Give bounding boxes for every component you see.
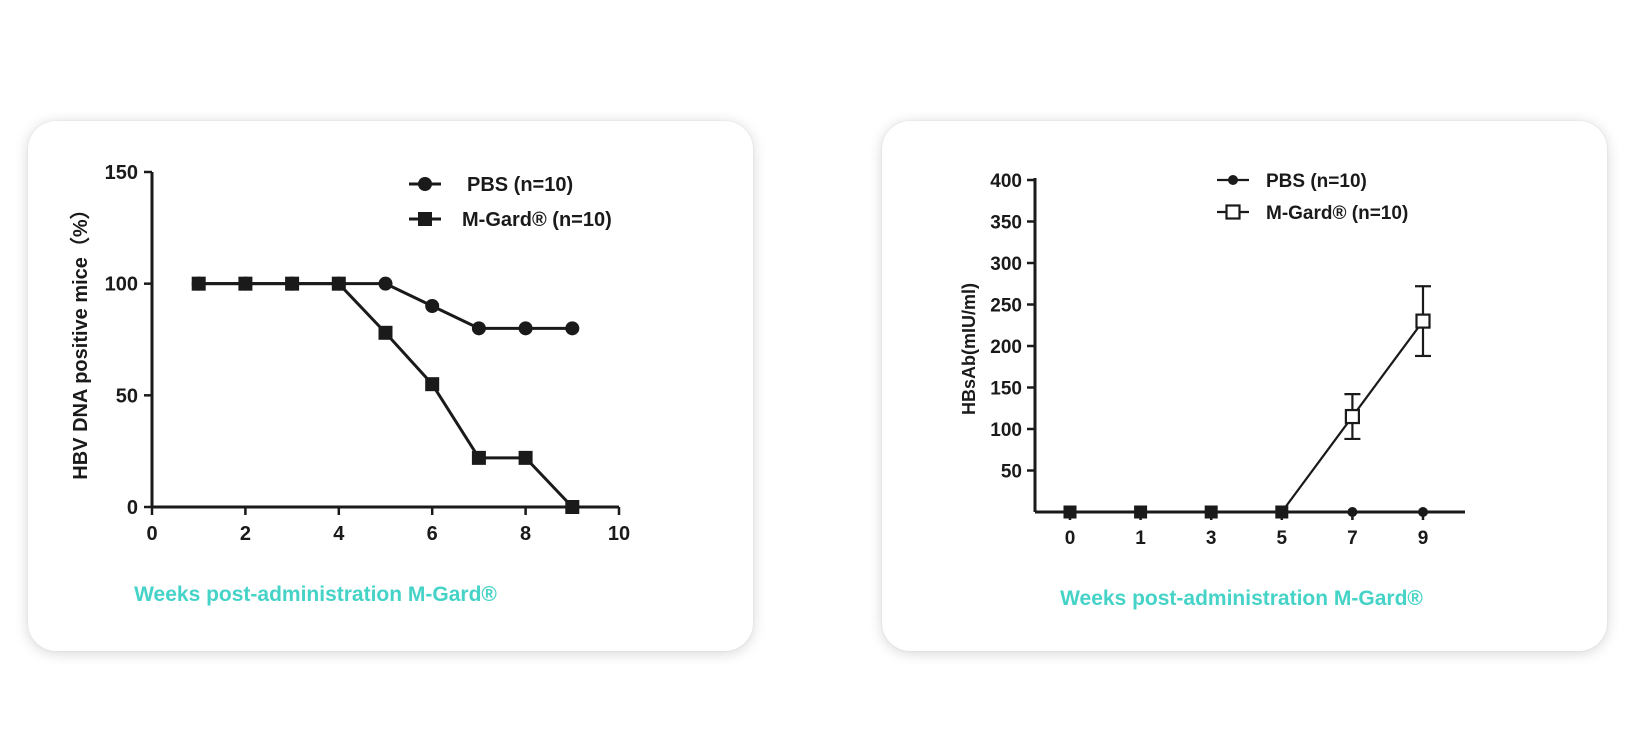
y-tick-label: 50 [1001,462,1022,483]
x-tick-label: 7 [1347,528,1358,549]
y-tick-label: 350 [990,213,1022,234]
y-tick-label: 150 [990,379,1022,400]
y-tick-label: 100 [990,420,1022,441]
data-point-mgard [238,276,253,291]
data-point-pbs [518,321,533,336]
legend-marker-pbs [418,177,432,191]
data-point-overlap [1204,505,1218,519]
y-tick-label: 0 [127,497,138,519]
data-point-mgard [285,276,300,291]
data-point-overlap [1134,505,1148,519]
series-line-mgard [198,282,574,509]
x-axis-title: Weeks post-administration M-Gard® [1060,587,1423,610]
data-point-pbs [1347,507,1358,517]
x-tick-label: 6 [427,523,438,545]
y-axis-title: HBsAb(mIU/ml) [959,283,979,415]
x-tick-label: 0 [146,523,157,545]
data-point-mgard [518,450,533,465]
x-tick-label: 9 [1418,528,1429,549]
data-point-mgard [191,276,206,291]
data-point-mgard [471,450,486,465]
data-point-mgard [331,276,346,291]
y-tick-label: 250 [990,296,1022,317]
chart-card-hbsab: 50 100 150 200 250 300 350 400 0 1 3 5 7 9 HBsAb(mIU/m… [882,121,1607,651]
data-point-overlap [1063,505,1077,519]
y-tick-label: 300 [990,254,1022,275]
data-point-mgard [565,500,580,514]
x-tick-label: 2 [240,523,251,545]
y-axis-title: HBV DNA positive mice（%） [69,199,92,479]
data-point-pbs [471,321,486,336]
x-tick-label: 3 [1206,528,1217,549]
x-tick-label: 5 [1277,528,1288,549]
data-point-overlap [1275,505,1289,519]
y-tick-label: 50 [116,385,138,407]
legend-marker-pbs [1228,175,1238,185]
legend-marker-mgard [1225,204,1241,220]
legend-label-mgard: M-Gard® (n=10) [462,209,612,231]
legend-label-pbs: PBS (n=10) [1266,171,1367,192]
x-tick-label: 4 [333,523,345,545]
data-point-pbs [565,321,580,336]
data-point-pbs [425,299,440,313]
data-point-mgard [1415,313,1431,329]
y-tick-label: 150 [105,162,138,184]
data-point-pbs [378,276,393,291]
hbsab-chart: 50 100 150 200 250 300 350 400 0 1 3 5 7 9 HBsAb(mIU/m… [959,171,1465,549]
data-point-mgard [425,377,440,392]
y-tick-label: 200 [990,337,1022,358]
data-point-pbs [1418,507,1428,517]
x-tick-label: 8 [520,523,531,545]
x-tick-label: 0 [1065,528,1076,549]
data-point-mgard [378,325,393,340]
legend-marker-mgard [418,212,432,226]
legend-label-pbs: PBS (n=10) [467,174,573,196]
hbv-dna-chart: 0 50 100 150 0 2 4 6 8 10 HBV DNA positive mice（%）… [69,162,630,545]
x-tick-label: 10 [608,523,630,545]
legend-label-mgard: M-Gard® (n=10) [1266,203,1408,224]
y-tick-label: 100 [105,274,138,296]
data-point-mgard [1344,408,1360,425]
series-line-mgard [1070,320,1424,514]
x-axis-title: Weeks post-administration M-Gard® [134,583,497,606]
y-tick-label: 400 [990,171,1022,192]
chart-card-hbv-dna: 0 50 100 150 0 2 4 6 8 10 HBV DNA positive mice（%）… [28,121,753,651]
x-tick-label: 1 [1135,528,1146,549]
